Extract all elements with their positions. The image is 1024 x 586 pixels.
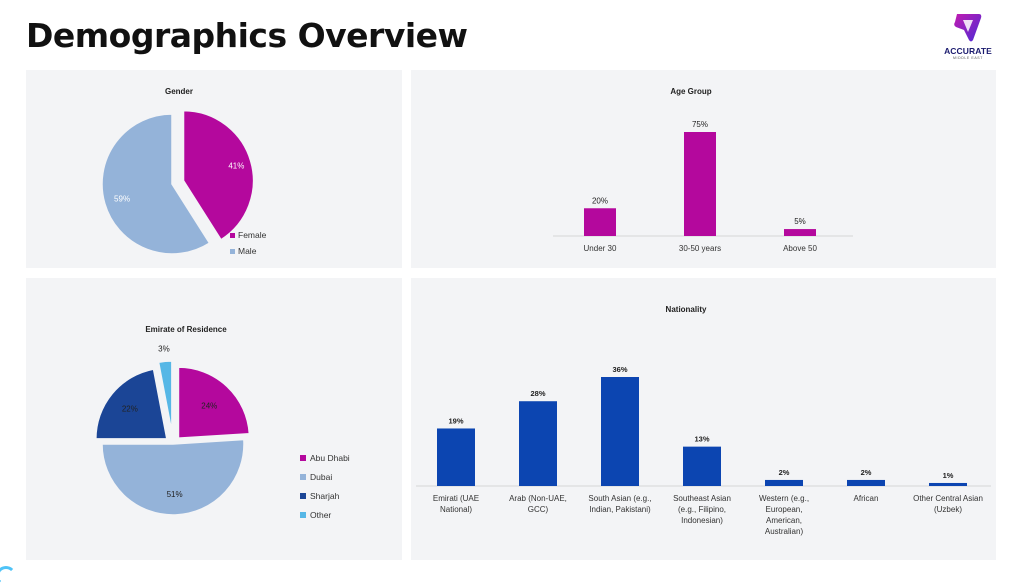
gender-chart-title: Gender (165, 87, 193, 96)
nationality-bar-3 (683, 446, 721, 486)
pie-slice-dubai (101, 438, 245, 516)
pie-label-abu-dhabi: 24% (201, 401, 217, 410)
nationality-bar-value-2: 36% (612, 365, 627, 374)
bar-value-under-30: 20% (592, 196, 608, 205)
pie-label-sharjah: 22% (122, 404, 138, 413)
pie-slice-other (157, 360, 173, 433)
nationality-bar-2 (601, 377, 639, 486)
bar-under-30 (584, 208, 616, 236)
legend-swatch-sharjah (300, 493, 306, 499)
age-group-chart-panel: Age Group 20% 75% 5% Under 30 30-50 year… (411, 70, 996, 268)
pie-slice-abu-dhabi (177, 366, 251, 439)
legend-swatch-male (230, 249, 235, 254)
nationality-tick-label-2: South Asian (e.g., Indian, Pakistani) (588, 494, 651, 514)
nationality-bar-value-1: 28% (530, 389, 545, 398)
pie-label-female: 41% (228, 161, 244, 170)
legend-label-other: Other (310, 510, 331, 520)
gender-chart-panel: Gender 41% 59% Female Male (26, 70, 402, 268)
tick-label-30-50-years: 30-50 years (679, 244, 721, 253)
nationality-tick-label-3: Southeast Asian (e.g., Filipino, Indonesia… (673, 494, 731, 525)
pie-slice-sharjah (95, 368, 168, 440)
nationality-bar-value-6: 1% (943, 471, 954, 480)
nationality-bar-chart: Nationality 19% 28% 36% 13% 2% 2% 1% Emirati (… (416, 305, 991, 536)
nationality-bar-value-0: 19% (448, 416, 463, 425)
emirate-pie-chart: Emirate of Residence 24% 51% 22% 3% Abu … (95, 325, 350, 520)
nationality-tick-label-6: Other Central Asian (Uzbek) (913, 494, 983, 514)
legend-swatch-abu-dhabi (300, 455, 306, 461)
nationality-chart-panel: Nationality 19% 28% 36% 13% 2% 2% 1% Emirati (… (411, 278, 996, 560)
legend-label-dubai: Dubai (310, 472, 332, 482)
age-group-bar-chart: Age Group 20% 75% 5% Under 30 30-50 year… (553, 87, 853, 253)
legend-label-female: Female (238, 230, 267, 240)
nationality-bar-value-3: 13% (694, 435, 709, 444)
nationality-tick-label-5: African (854, 494, 879, 503)
bar-above-50 (784, 229, 816, 236)
pie-slice-female (182, 109, 255, 241)
logo-text: ACCURATE (944, 46, 992, 56)
nationality-tick-label-1: Arab (Non-UAE, GCC) (509, 494, 567, 514)
legend-label-male: Male (238, 246, 257, 256)
emirate-chart-panel: Emirate of Residence 24% 51% 22% 3% Abu … (26, 278, 402, 560)
legend-swatch-female (230, 233, 235, 238)
legend-swatch-dubai (300, 474, 306, 480)
logo-subtext: MIDDLE EAST (953, 56, 983, 60)
nationality-tick-label-0: Emirati (UAE National) (433, 494, 479, 514)
pie-slice-male (101, 113, 211, 255)
tick-label-above-50: Above 50 (783, 244, 817, 253)
nationality-bar-0 (437, 428, 475, 486)
pie-label-dubai: 51% (167, 490, 183, 499)
gender-pie-chart: Gender 41% 59% Female Male (101, 87, 267, 256)
corner-decoration (0, 566, 16, 586)
page-title: Demographics Overview (26, 16, 468, 55)
nationality-bar-value-4: 2% (779, 468, 790, 477)
bar-30-50-years (684, 132, 716, 236)
emirate-chart-title: Emirate of Residence (145, 325, 227, 334)
pie-label-male: 59% (114, 195, 130, 204)
logo-mark-icon (954, 14, 982, 42)
nationality-bar-1 (519, 401, 557, 486)
nationality-chart-title: Nationality (666, 305, 707, 314)
nationality-bar-5 (847, 479, 885, 486)
company-logo: ACCURATE MIDDLE EAST (940, 10, 996, 66)
legend-label-abu-dhabi: Abu Dhabi (310, 453, 350, 463)
nationality-bar-4 (765, 479, 803, 486)
pie-label-other: 3% (158, 344, 170, 353)
age-chart-title: Age Group (670, 87, 711, 96)
bar-value-above-50: 5% (794, 217, 806, 226)
bar-value-30-50-years: 75% (692, 120, 708, 129)
nationality-bar-6 (929, 482, 967, 486)
legend-label-sharjah: Sharjah (310, 491, 340, 501)
nationality-tick-label-4: Western (e.g., European, American, Australi… (759, 494, 809, 536)
legend-swatch-other (300, 512, 306, 518)
nationality-bar-value-5: 2% (861, 468, 872, 477)
tick-label-under-30: Under 30 (584, 244, 617, 253)
